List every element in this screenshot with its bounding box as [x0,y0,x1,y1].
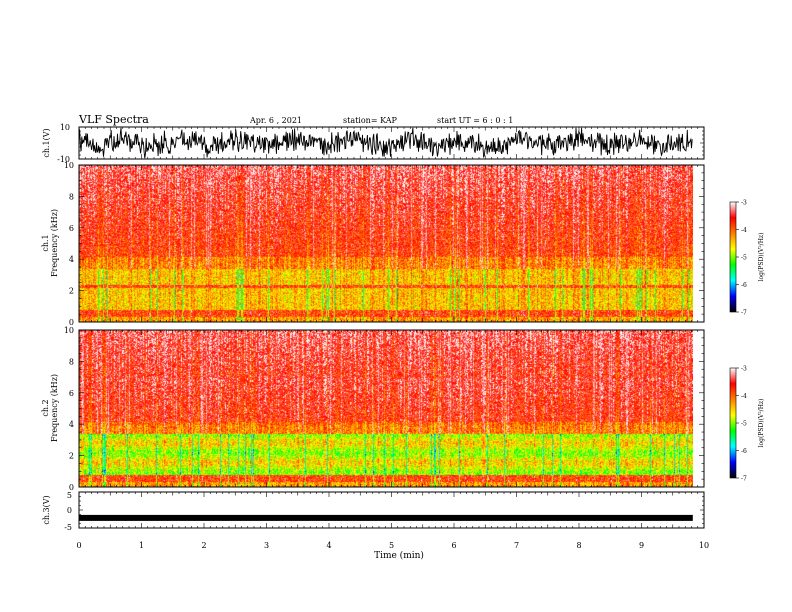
ch3-ytick-bottom: -5 [64,523,72,532]
time-axis-tick-labels: 0 1 2 3 4 5 6 7 8 9 10 [76,541,709,550]
colorbar-tick-label: -7 [741,476,747,483]
ch1-spectrogram-image [79,165,693,322]
station-label: station= KAP [343,116,398,125]
ch3-ytick-top: 5 [67,491,72,500]
ch1-waveform-ticks [78,126,705,160]
ch1-ytick-top: 10 [60,123,70,132]
colorbar-tick-label: -5 [741,421,747,428]
y-tick-label: 6 [69,224,74,233]
colorbar-tick-label: -6 [741,282,747,289]
ch1-colorbar-label: log(PSD)(V²/Hz) [758,233,765,282]
ch1-spectrogram-ytick-labels: 0 2 4 6 8 10 [64,161,74,327]
ch3-waveform-ylabel: ch.3(V) [42,495,51,524]
ch1-colorbar-ticks: -3 -4 -5 -6 -7 [736,200,747,317]
date-label: Apr. 6 , 2021 [249,116,302,125]
ch2-spectrogram-image [79,330,693,487]
time-tick-label: 9 [639,541,644,550]
ch1-spectrogram-ylabel-channel: ch.1 [41,234,50,251]
colorbar-tick-label: -4 [741,227,747,234]
ch1-colorbar-gradient [729,201,737,313]
start-time-label: start UT = 6 : 0 : 1 [437,116,513,125]
ch1-spectrogram-ylabel-frequency: Frequency (kHz) [50,209,59,277]
y-tick-label: 2 [69,287,74,296]
ch2-spectrogram-ylabel-channel: ch.2 [41,399,50,416]
time-tick-label: 1 [139,541,144,550]
ch2-spectrogram-panel: 0 2 4 6 8 10 ch.2 Frequency (kHz) [41,326,705,492]
ch2-colorbar: -3 -4 -5 -6 -7 log(PSD)(V²/Hz) [729,366,765,483]
spec1-raster [79,165,693,322]
ch1-spectrogram-ticks [78,164,705,323]
ch3-ytick-middle: 0 [67,506,72,515]
colorbar-tick-label: -7 [741,310,747,317]
colorbar-tick-label: -3 [741,366,747,373]
ch1-waveform-ylabel: ch.1(V) [42,128,51,157]
time-tick-label: 3 [264,541,269,550]
y-tick-label: 10 [64,161,74,170]
spec2-raster [79,330,693,487]
time-tick-label: 6 [451,541,456,550]
y-tick-label: 4 [69,420,74,429]
colorbar-tick-label: -3 [741,200,747,207]
time-tick-label: 0 [76,541,81,550]
colorbar-tick-label: -6 [741,448,747,455]
ch3-waveform-line [79,514,693,521]
y-tick-label: 0 [69,318,74,327]
figure-title: VLF Spectra [78,113,149,126]
ch3-waveform-ticks [78,491,705,529]
ch1-colorbar: -3 -4 -5 -6 -7 log(PSD)(V²/Hz) [729,200,765,317]
y-tick-label: 10 [64,326,74,335]
y-tick-label: 8 [69,357,74,366]
ch2-colorbar-gradient [729,367,737,479]
y-tick-label: 2 [69,452,74,461]
ch1-spectrogram-panel: 0 2 4 6 8 10 ch.1 Frequency (kHz) [41,161,705,327]
time-tick-label: 2 [201,541,206,550]
time-tick-label: 5 [389,541,394,550]
ch1-waveform-panel: 10 -10 ch.1(V) [42,123,705,164]
ch3-waveform-frame [78,491,705,529]
colorbar-tick-label: -5 [741,255,747,262]
ch2-spectrogram-ytick-labels: 0 2 4 6 8 10 [64,326,74,492]
ch2-colorbar-label: log(PSD)(V²/Hz) [758,399,765,448]
time-tick-label: 7 [514,541,519,550]
ch3-waveform-panel: 5 0 -5 ch.3(V) [42,491,705,532]
time-tick-label: 8 [576,541,581,550]
colorbar-tick-label: -4 [741,393,747,400]
y-tick-label: 0 [69,483,74,492]
y-tick-label: 4 [69,255,74,264]
time-axis-label: Time (min) [374,550,424,561]
y-tick-label: 8 [69,192,74,201]
ch2-colorbar-ticks: -3 -4 -5 -6 -7 [736,366,747,483]
ch2-spectrogram-ticks [78,329,705,488]
y-tick-label: 6 [69,389,74,398]
ch2-spectrogram-ylabel-frequency: Frequency (kHz) [50,374,59,442]
ch1-ytick-bottom: -10 [57,155,70,164]
time-tick-label: 10 [699,541,709,550]
time-tick-label: 4 [326,541,331,550]
ch1-waveform-line [78,127,693,159]
